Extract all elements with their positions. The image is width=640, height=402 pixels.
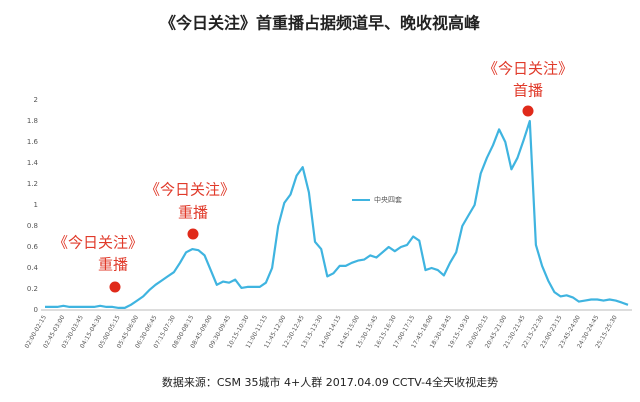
annotation-label: 《今日关注》 bbox=[145, 181, 235, 199]
annotation-dot bbox=[187, 228, 199, 240]
y-tick-label: 0.4 bbox=[27, 264, 39, 272]
y-tick-label: 1.8 bbox=[27, 117, 38, 125]
annotation-sublabel: 重播 bbox=[98, 256, 128, 274]
annotation-label: 《今日关注》 bbox=[53, 234, 143, 252]
y-tick-label: 0.2 bbox=[27, 285, 38, 293]
y-tick-label: 0.8 bbox=[27, 222, 38, 230]
source-note: 数据来源：CSM 35城市 4+人群 2017.04.09 CCTV-4全天收视… bbox=[162, 375, 498, 389]
y-tick-label: 1.2 bbox=[27, 180, 38, 188]
y-tick-label: 1 bbox=[34, 201, 38, 209]
annotation-dot bbox=[522, 105, 534, 117]
y-tick-label: 1.4 bbox=[27, 159, 39, 167]
annotation-sublabel: 首播 bbox=[513, 82, 543, 100]
y-tick-label: 1.6 bbox=[27, 138, 39, 146]
chart-title: 《今日关注》首重播占据频道早、晚收视高峰 bbox=[160, 14, 481, 33]
y-tick-label: 0 bbox=[34, 306, 38, 314]
y-tick-label: 0.6 bbox=[27, 243, 39, 251]
annotation-sublabel: 重播 bbox=[178, 204, 208, 222]
annotation-dot bbox=[109, 281, 121, 293]
annotation-label: 《今日关注》 bbox=[483, 60, 573, 78]
y-tick-label: 2 bbox=[34, 96, 38, 104]
series-line bbox=[45, 119, 629, 309]
legend-label: 中央四套 bbox=[374, 195, 402, 204]
